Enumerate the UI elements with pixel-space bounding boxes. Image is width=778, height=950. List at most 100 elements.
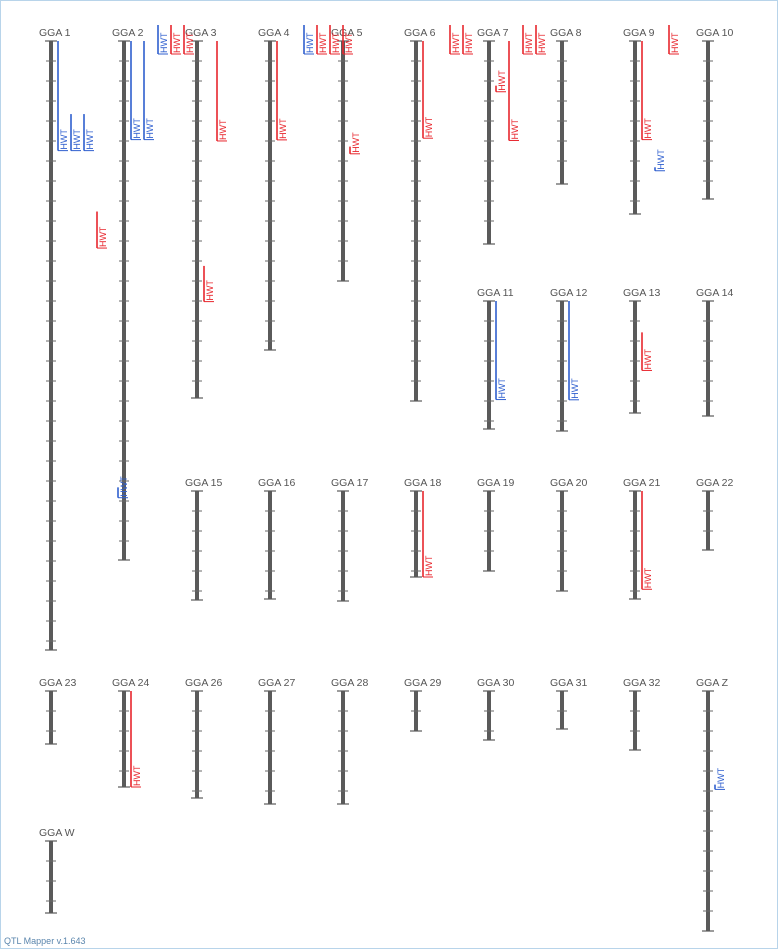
- chromosome-gga-13: GGA 13 HWT: [623, 287, 661, 414]
- qtl-label: HWT: [159, 32, 169, 53]
- qtl-interval[interactable]: HWT: [641, 491, 653, 590]
- chromosome-gga-12: GGA 12 HWT: [550, 287, 588, 432]
- qtl-label: HWT: [497, 378, 507, 399]
- qtl-interval[interactable]: HWT: [349, 132, 361, 155]
- qtl-label: HWT: [570, 378, 580, 399]
- qtl-interval[interactable]: HWT: [422, 41, 434, 139]
- chromosome-bar: [706, 491, 710, 550]
- chromosome-bar: [633, 491, 637, 599]
- chromosome-label: GGA 20: [550, 477, 588, 489]
- qtl-interval[interactable]: HWT: [216, 41, 228, 142]
- qtl-label: HWT: [145, 118, 155, 139]
- qtl-interval[interactable]: HWT: [157, 25, 169, 55]
- chromosome-bar: [195, 691, 199, 798]
- qtl-label: HWT: [331, 32, 341, 53]
- chromosome-bar: [633, 691, 637, 750]
- chromosome-gga-14: GGA 14: [696, 287, 734, 417]
- qtl-label: HWT: [524, 32, 534, 53]
- qtl-interval[interactable]: HWT: [641, 332, 653, 371]
- chromosome-label: GGA 21: [623, 477, 661, 489]
- chromosome-label: GGA 30: [477, 677, 515, 689]
- chromosome-bar: [560, 41, 564, 184]
- chromosome-gga-21: GGA 21 HWT: [623, 477, 661, 600]
- qtl-label: HWT: [716, 767, 726, 788]
- qtl-label: HWT: [344, 32, 354, 53]
- chromosome-label: GGA 2: [112, 27, 144, 39]
- qtl-interval[interactable]: HWT: [303, 25, 315, 55]
- qtl-label: HWT: [132, 118, 142, 139]
- chromosome-label: GGA 7: [477, 27, 509, 39]
- chromosome-label: GGA 1: [39, 27, 71, 39]
- qtl-interval[interactable]: HWT: [96, 211, 108, 249]
- chromosome-bar: [341, 691, 345, 804]
- qtl-interval[interactable]: HWT: [83, 114, 95, 152]
- qtl-label: HWT: [98, 226, 108, 247]
- qtl-label: HWT: [424, 116, 434, 137]
- qtl-interval[interactable]: HWT: [449, 25, 461, 55]
- chromosome-bar: [706, 301, 710, 416]
- qtl-interval[interactable]: HWT: [462, 25, 474, 55]
- qtl-label: HWT: [537, 32, 547, 53]
- chromosome-label: GGA W: [39, 827, 75, 839]
- qtl-interval[interactable]: HWT: [316, 25, 328, 55]
- qtl-interval[interactable]: HWT: [495, 70, 507, 93]
- qtl-interval[interactable]: HWT: [143, 41, 155, 141]
- chromosome-label: GGA 6: [404, 27, 436, 39]
- chromosome-bar: [49, 41, 53, 650]
- qtl-interval[interactable]: HWT: [70, 114, 82, 152]
- chromosome-label: GGA 22: [696, 477, 734, 489]
- qtl-interval[interactable]: HWT: [329, 25, 341, 55]
- qtl-interval[interactable]: HWT: [170, 25, 182, 55]
- chromosome-label: GGA 5: [331, 27, 363, 39]
- chromosome-label: GGA 28: [331, 677, 369, 689]
- qtl-interval[interactable]: HWT: [276, 41, 288, 141]
- chromosome-label: GGA 24: [112, 677, 150, 689]
- qtl-label: HWT: [497, 70, 507, 91]
- chromosome-gga-23: GGA 23: [39, 677, 77, 745]
- qtl-interval[interactable]: HWT: [568, 301, 580, 401]
- chromosome-gga-32: GGA 32: [623, 677, 661, 751]
- chromosome-label: GGA 31: [550, 677, 588, 689]
- qtl-interval[interactable]: HWT: [714, 767, 726, 790]
- chromosome-label: GGA 4: [258, 27, 290, 39]
- chromosome-gga-20: GGA 20: [550, 477, 588, 592]
- chromosome-bar: [341, 491, 345, 601]
- chromosome-bar: [49, 841, 53, 913]
- qtl-interval[interactable]: HWT: [668, 25, 680, 55]
- qtl-interval[interactable]: HWT: [422, 491, 434, 578]
- qtl-interval[interactable]: HWT: [130, 691, 142, 788]
- qtl-interval[interactable]: HWT: [508, 41, 520, 141]
- qtl-interval[interactable]: HWT: [495, 301, 507, 401]
- chromosome-gga-19: GGA 19: [477, 477, 515, 572]
- qtl-label: HWT: [72, 129, 82, 150]
- chromosome-bar: [414, 491, 418, 577]
- qtl-interval[interactable]: HWT: [522, 25, 534, 55]
- qtl-label: HWT: [643, 567, 653, 588]
- qtl-interval[interactable]: HWT: [183, 25, 195, 55]
- qtl-interval[interactable]: HWT: [57, 41, 69, 152]
- qtl-label: HWT: [510, 118, 520, 139]
- qtl-interval[interactable]: HWT: [535, 25, 547, 55]
- chromosome-gga-28: GGA 28: [331, 677, 369, 805]
- qtl-interval[interactable]: HWT: [641, 41, 653, 141]
- chromosome-label: GGA 13: [623, 287, 661, 299]
- chromosome-gga-8: GGA 8: [550, 27, 582, 185]
- chromosome-label: GGA 8: [550, 27, 582, 39]
- qtl-interval[interactable]: HWT: [130, 41, 142, 141]
- chromosome-bar: [560, 301, 564, 431]
- qtl-label: HWT: [656, 149, 666, 170]
- qtl-interval[interactable]: HWT: [203, 265, 215, 303]
- chromosome-bar: [122, 691, 126, 787]
- qtl-interval[interactable]: HWT: [117, 476, 129, 499]
- qtl-interval[interactable]: HWT: [342, 25, 354, 55]
- qtl-interval[interactable]: HWT: [654, 149, 666, 172]
- chromosome-label: GGA 32: [623, 677, 661, 689]
- version-footer: QTL Mapper v.1.643: [4, 936, 86, 946]
- chromosome-label: GGA 23: [39, 677, 77, 689]
- chromosome-label: GGA 10: [696, 27, 734, 39]
